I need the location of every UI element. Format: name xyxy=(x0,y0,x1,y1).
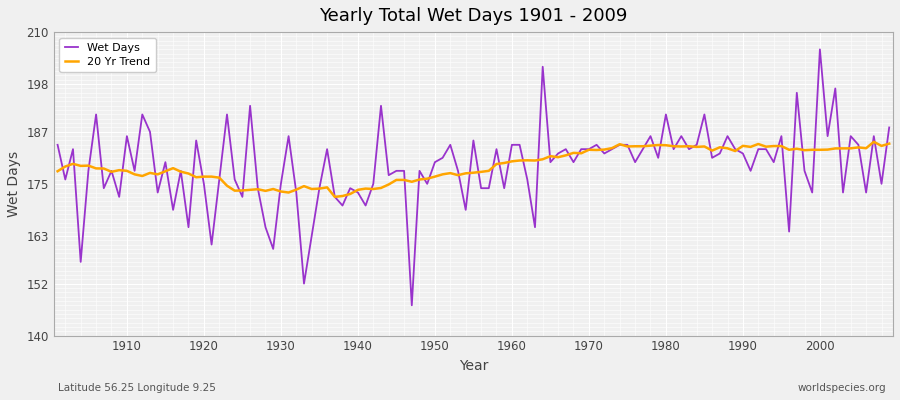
20 Yr Trend xyxy=(113,168,124,172)
20 Yr Trend xyxy=(607,146,617,150)
Text: worldspecies.org: worldspecies.org xyxy=(798,383,886,393)
20 Yr Trend xyxy=(338,194,348,198)
20 Yr Trend xyxy=(507,159,517,164)
Wet Days xyxy=(884,125,895,130)
20 Yr Trend xyxy=(884,141,895,146)
Y-axis label: Wet Days: Wet Days xyxy=(7,151,21,217)
Wet Days xyxy=(113,194,124,199)
Wet Days xyxy=(607,147,617,152)
Wet Days xyxy=(52,142,63,147)
Text: Latitude 56.25 Longitude 9.25: Latitude 56.25 Longitude 9.25 xyxy=(58,383,216,393)
Wet Days xyxy=(514,142,525,147)
20 Yr Trend xyxy=(284,190,294,195)
20 Yr Trend xyxy=(329,194,340,199)
X-axis label: Year: Year xyxy=(459,359,488,373)
Wet Days xyxy=(507,142,517,147)
20 Yr Trend xyxy=(868,140,879,144)
Line: 20 Yr Trend: 20 Yr Trend xyxy=(58,142,889,197)
Wet Days xyxy=(329,194,340,199)
Legend: Wet Days, 20 Yr Trend: Wet Days, 20 Yr Trend xyxy=(59,38,156,72)
Wet Days xyxy=(407,303,418,308)
20 Yr Trend xyxy=(52,169,63,174)
Title: Yearly Total Wet Days 1901 - 2009: Yearly Total Wet Days 1901 - 2009 xyxy=(320,7,627,25)
Line: Wet Days: Wet Days xyxy=(58,50,889,305)
Wet Days xyxy=(814,47,825,52)
Wet Days xyxy=(284,134,294,138)
20 Yr Trend xyxy=(514,158,525,163)
